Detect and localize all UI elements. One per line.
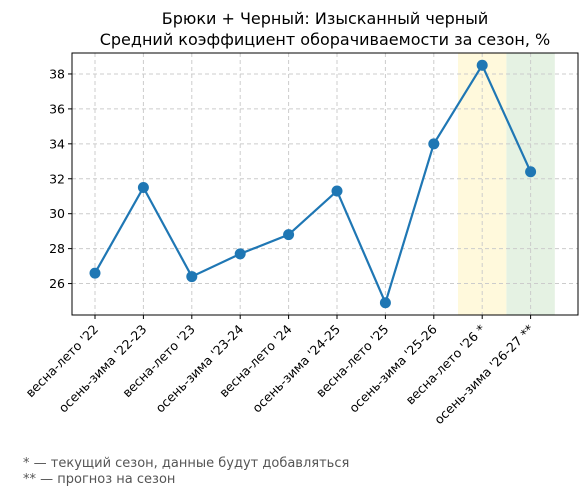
footnote-current-season: * — текущий сезон, данные будут добавлят… [23,456,350,471]
plot-frame [71,52,579,316]
data-point [428,138,440,150]
y-tick-label: 30 [49,206,65,221]
x-tick-label: осень-зима '23-24 [152,321,246,415]
data-point [476,59,488,71]
footnote-forecast: ** — прогноз на сезон [23,472,176,487]
y-tick-label: 34 [49,136,65,151]
highlight-band [506,53,555,315]
x-tick-label: осень-зима '26-27 ** [431,322,537,428]
y-tick-label: 26 [49,276,65,291]
data-point [234,248,246,260]
x-tick-label: осень-зима '25-26 [346,321,440,415]
y-tick-label: 36 [49,101,65,116]
data-point [89,267,101,279]
series-polyline [94,62,532,306]
data-point [331,185,343,197]
y-tick-label: 32 [49,171,65,186]
season-highlights [458,53,555,315]
x-tick-label: осень-зима '22-23 [56,322,150,416]
data-point [137,181,149,193]
y-axis: 26 28 30 32 34 36 38 [49,66,72,291]
data-point [525,166,537,178]
chart-title-line-2: Средний коэффициент оборачиваемости за с… [100,30,551,49]
series-line [89,59,537,309]
grid-lines [72,53,578,315]
data-point [186,271,198,283]
chart-title-line-1: Брюки + Черный: Изысканный черный [162,9,489,28]
data-point [283,229,295,241]
x-tick-label: осень-зима '24-25 [249,322,343,416]
y-tick-label: 28 [49,241,65,256]
data-point [379,297,391,309]
y-tick-label: 38 [49,66,65,81]
